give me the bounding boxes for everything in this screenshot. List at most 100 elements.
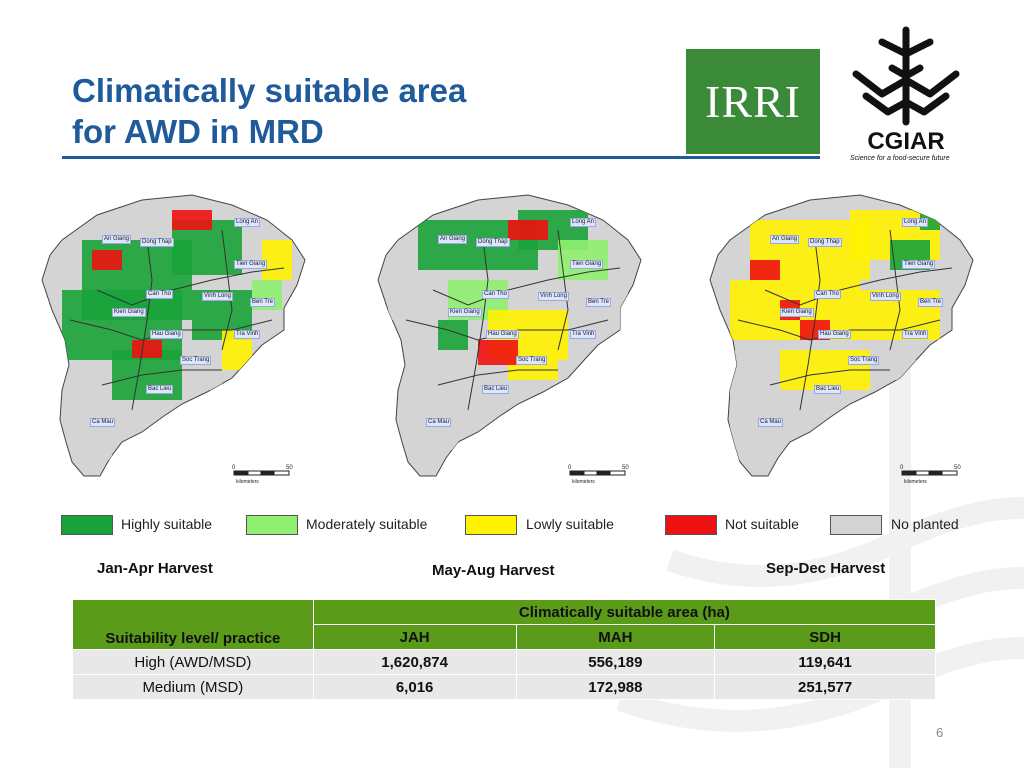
scale-start-label: 0 <box>900 465 904 471</box>
table-cell-sdh: 119,641 <box>714 649 936 675</box>
province-label: Dong Thap <box>808 238 842 247</box>
suitability-patch <box>182 370 222 390</box>
province-label: Soc Trang <box>180 356 212 365</box>
province-label: Long An <box>570 218 597 227</box>
table-cell-level: Medium (MSD) <box>72 674 314 700</box>
province-label: Kien Giang <box>780 308 814 317</box>
province-label: Hau Giang <box>486 330 519 339</box>
cgiar-logo: CGIAR Science for a food-secure future <box>846 24 966 164</box>
province-label: Kien Giang <box>112 308 146 317</box>
table-cell-mah: 172,988 <box>515 674 716 700</box>
province-label: Vinh Long <box>538 292 569 301</box>
irri-logo: IRRI <box>686 49 820 154</box>
suitability-patch <box>730 350 770 460</box>
suitability-patch <box>172 210 212 230</box>
legend-swatch-highly-suitable <box>61 515 113 535</box>
legend-label-no-planted: No planted <box>891 516 959 532</box>
table-header-row-2: JAH MAH SDH <box>73 624 936 650</box>
legend-label-highly-suitable: Highly suitable <box>121 516 213 532</box>
province-label: Ca Mau <box>758 418 784 427</box>
province-label: Hau Giang <box>818 330 851 339</box>
scale-unit-label: kilometers <box>572 479 595 485</box>
scale-end-label: 50 <box>286 465 293 471</box>
suitability-patch <box>508 220 548 240</box>
page-number: 6 <box>936 725 944 740</box>
province-label: Tra Vinh <box>234 330 261 339</box>
suitability-patch <box>132 340 162 358</box>
province-label: Dong Thap <box>140 238 174 247</box>
province-label: Tien Giang <box>902 260 936 269</box>
table-cell-jah: 6,016 <box>312 674 517 700</box>
province-label: Bac Lieu <box>146 385 174 394</box>
province-label: Tra Vinh <box>902 330 929 339</box>
province-label: An Giang <box>102 235 132 244</box>
title-divider <box>62 156 820 159</box>
province-label: Dong Thap <box>476 238 510 247</box>
harvest-label-jan-apr: Jan-Apr Harvest <box>97 560 213 577</box>
province-label: An Giang <box>770 235 800 244</box>
table-group-header: Climatically suitable area (ha) <box>312 599 937 625</box>
province-label: Ben Tre <box>586 298 612 307</box>
legend-swatch-not-suitable <box>665 515 717 535</box>
scale-unit-label: kilometers <box>904 479 927 485</box>
scale-end-label: 50 <box>622 465 629 471</box>
province-label: Long An <box>234 218 261 227</box>
legend-label-not-suitable: Not suitable <box>725 516 799 532</box>
scale-bar <box>569 470 626 476</box>
scale-start-label: 0 <box>232 465 236 471</box>
table-cell-level: High (AWD/MSD) <box>72 649 314 675</box>
table-col-sdh: SDH <box>714 624 936 650</box>
suitability-patch <box>92 250 122 270</box>
province-label: Ca Mau <box>90 418 116 427</box>
map-sep-dec: 0 50 kilometers Long An An Giang Dong Thap… <box>690 180 1010 490</box>
title-line-2: for AWD in MRD <box>72 113 324 150</box>
table-col-jah: JAH <box>312 624 517 650</box>
legend-label-moderately-suitable: Moderately suitable <box>306 516 428 532</box>
province-label: An Giang <box>438 235 468 244</box>
province-label: Ben Tre <box>918 298 944 307</box>
suitability-patch <box>72 400 112 460</box>
province-label: Ben Tre <box>250 298 276 307</box>
suitability-layer <box>388 210 628 450</box>
cgiar-logo-name: CGIAR <box>867 128 945 155</box>
harvest-label-may-aug: May-Aug Harvest <box>432 562 555 579</box>
province-label: Kien Giang <box>448 308 482 317</box>
province-label: Soc Trang <box>848 356 880 365</box>
province-label: Can Tho <box>146 290 173 299</box>
map-jan-apr: 0 50 kilometers Long An An Giang Dong Thap… <box>22 180 342 490</box>
suitability-patch <box>890 360 930 380</box>
scale-end-label: 50 <box>954 465 961 471</box>
table-row-header: Suitability level/ practice <box>72 599 314 650</box>
province-label: Vinh Long <box>202 292 233 301</box>
harvest-label-sep-dec: Sep-Dec Harvest <box>766 560 886 577</box>
cgiar-tagline: Science for a food-secure future <box>850 155 950 162</box>
scale-start-label: 0 <box>568 465 572 471</box>
province-label: Can Tho <box>482 290 509 299</box>
title-line-1: Climatically suitable area <box>72 72 467 109</box>
suitable-area-table: Suitability level/ practice Climatically… <box>72 599 937 700</box>
suitability-patch <box>478 340 518 365</box>
table-cell-mah: 556,189 <box>515 649 716 675</box>
scale-bar <box>233 470 290 476</box>
suitability-patch <box>388 270 428 320</box>
table-cell-jah: 1,620,874 <box>312 649 517 675</box>
province-label: Hau Giang <box>150 330 183 339</box>
irri-logo-text: IRRI <box>705 76 801 127</box>
province-label: Bac Lieu <box>482 385 510 394</box>
cgiar-wheat-icon <box>852 26 960 126</box>
province-label: Soc Trang <box>516 356 548 365</box>
table-row: High (AWD/MSD) 1,620,874 556,189 119,641 <box>72 649 936 675</box>
province-label: Long An <box>902 218 929 227</box>
province-label: Bac Lieu <box>814 385 842 394</box>
province-label: Tra Vinh <box>570 330 597 339</box>
province-label: Tien Giang <box>570 260 604 269</box>
legend-swatch-lowly-suitable <box>465 515 517 535</box>
scale-unit-label: kilometers <box>236 479 259 485</box>
legend-swatch-no-planted <box>830 515 882 535</box>
suitability-layer <box>730 210 940 460</box>
slide-title: Climatically suitable area for AWD in MR… <box>72 70 466 152</box>
province-label: Ca Mau <box>426 418 452 427</box>
province-label: Can Tho <box>814 290 841 299</box>
province-label: Tien Giang <box>234 260 268 269</box>
map-may-aug: 0 50 kilometers Long An An Giang Dong Thap… <box>358 180 678 490</box>
